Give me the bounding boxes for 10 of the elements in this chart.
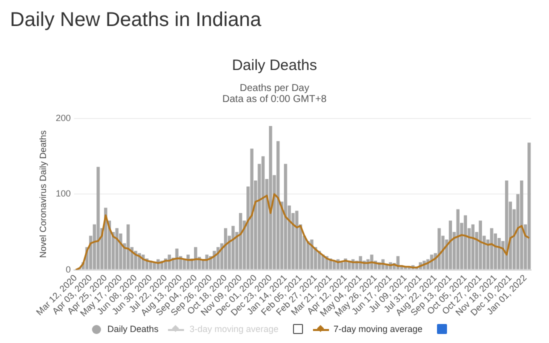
chart-subtitle: Daily Deaths xyxy=(230,57,318,74)
legend-label: Daily Deaths xyxy=(107,324,158,334)
y-tick-label: 0 xyxy=(66,264,71,274)
text: Data as of 0:00 GMT+8 xyxy=(221,94,328,105)
legend-label: 7-day moving average xyxy=(334,324,423,334)
chart-title: Daily New Deaths in Indiana xyxy=(10,9,262,32)
y-tick-label: 100 xyxy=(56,188,71,199)
text: Deaths per Day xyxy=(238,83,310,94)
y-axis-title: Novel Coronavirus Daily Deaths xyxy=(38,130,48,258)
y-tick-label: 200 xyxy=(56,112,71,123)
